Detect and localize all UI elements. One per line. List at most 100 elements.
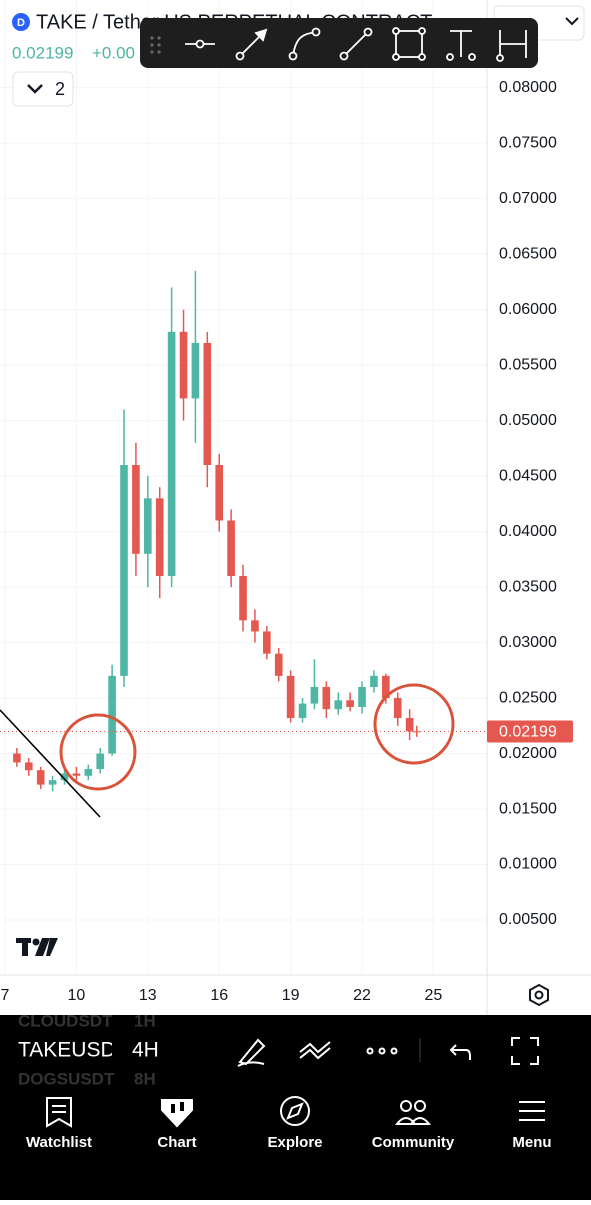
watchlist-icon (46, 1097, 72, 1128)
candle-body (191, 342, 200, 399)
candle-body (108, 675, 116, 754)
candle-body (203, 342, 212, 465)
y-tick-label: 0.01000 (499, 856, 557, 873)
nav-item[interactable]: Watchlist (26, 1134, 92, 1151)
candle-body (155, 498, 164, 576)
settings-icon (534, 990, 544, 1000)
ghost-symbol: CLOUDSDT (18, 1011, 113, 1030)
y-tick-label: 0.04000 (499, 523, 557, 540)
curve-tool[interactable] (288, 27, 321, 61)
highlight-circle (59, 713, 137, 791)
drag-handle[interactable] (150, 36, 161, 54)
indicator-count: 2 (55, 79, 65, 99)
x-tick-label: 19 (282, 987, 300, 1004)
candle-body (322, 686, 331, 710)
candle-body (251, 620, 259, 632)
horizontal-line-tool[interactable] (185, 39, 215, 49)
trend-line-tool[interactable] (339, 27, 373, 61)
y-tick-label: 0.03000 (499, 634, 557, 651)
candle-body (179, 331, 188, 399)
interval-button[interactable]: 4H (132, 1039, 159, 1062)
community-icon (394, 1100, 432, 1125)
y-tick-label: 0.07500 (499, 134, 557, 151)
more-button[interactable] (366, 1047, 398, 1055)
nav-item[interactable]: Community (372, 1134, 455, 1151)
candle-body (405, 718, 414, 732)
arrow-tool[interactable] (235, 28, 268, 61)
candle-body (346, 700, 354, 707)
ghost-interval: 1H (134, 1011, 156, 1030)
y-tick-label: 0.08000 (499, 79, 557, 96)
date-range-tool[interactable] (496, 30, 527, 62)
symbol-icon (12, 13, 30, 31)
candle-body (263, 631, 271, 654)
candle-body (24, 762, 33, 771)
candle-body (298, 703, 307, 719)
candle-body (72, 773, 81, 776)
ghost-interval: 8H (134, 1069, 156, 1088)
y-tick-label: 0.06000 (499, 301, 557, 318)
candle-body (84, 769, 93, 776)
chevron-icon (27, 84, 43, 94)
x-tick-label: 22 (353, 987, 371, 1004)
undo-button[interactable] (449, 1044, 471, 1060)
chart-icon-candles (171, 1102, 184, 1113)
symbol-icon-letter: D (17, 17, 25, 29)
ghost-symbol: DOGSUSDT (18, 1069, 115, 1088)
candle-body (358, 686, 366, 707)
menu-icon (519, 1101, 545, 1121)
x-tick-label: 7 (1, 987, 10, 1004)
nav-item[interactable]: Chart (157, 1134, 196, 1151)
last-price-tag (487, 720, 573, 743)
indicators-toggle[interactable] (12, 71, 74, 107)
header-price: 0.02199 (12, 43, 73, 62)
highlight-circle (373, 683, 455, 765)
candle-body (60, 773, 69, 781)
candle-body (274, 653, 283, 676)
candle-body (120, 464, 128, 676)
y-tick-label: 0.02000 (499, 745, 557, 762)
y-tick-label: 0.04500 (499, 467, 557, 484)
x-tick-label: 25 (425, 987, 443, 1004)
rectangle-tool[interactable] (392, 27, 426, 61)
indicators-button[interactable] (299, 1041, 331, 1060)
price-range-tool[interactable] (446, 30, 476, 61)
candle-body (215, 464, 224, 521)
candle-body (132, 464, 140, 554)
draw-button[interactable] (237, 1038, 266, 1067)
candle-body (382, 675, 390, 699)
fullscreen-button[interactable] (511, 1037, 539, 1065)
y-tick-label: 0.05000 (499, 412, 557, 429)
chevron-icon (565, 17, 579, 26)
symbol-bar (0, 1015, 591, 1087)
trend-line-drawing (0, 709, 101, 818)
candle-body (310, 686, 319, 704)
candle-body (227, 520, 235, 576)
y-tick-label: 0.00500 (499, 911, 557, 928)
symbol-button[interactable]: TAKEUSDT (18, 1039, 129, 1062)
nav-item[interactable]: Menu (512, 1134, 551, 1151)
candle-body (334, 700, 343, 710)
y-tick-label: 0.01500 (499, 800, 557, 817)
header-change: +0.00 (92, 43, 135, 62)
chart-icon (161, 1099, 193, 1128)
settings-button[interactable] (529, 983, 549, 1007)
x-tick-label: 10 (68, 987, 86, 1004)
y-tick-label: 0.06500 (499, 245, 557, 262)
y-tick-label: 0.02500 (499, 689, 557, 706)
x-tick-label: 13 (139, 987, 157, 1004)
plot-area (0, 0, 487, 975)
candle-body (96, 753, 105, 770)
candle-body (48, 780, 57, 785)
candle-body (286, 675, 295, 719)
candle-body (167, 331, 176, 576)
candle-body (13, 753, 21, 763)
nav-item[interactable]: Explore (267, 1134, 322, 1151)
candle-body (239, 575, 247, 621)
x-tick-label: 16 (210, 987, 228, 1004)
y-tick-label: 0.05500 (499, 356, 557, 373)
explore-icon (280, 1096, 310, 1126)
overlay: 0.02199 (487, 720, 573, 743)
